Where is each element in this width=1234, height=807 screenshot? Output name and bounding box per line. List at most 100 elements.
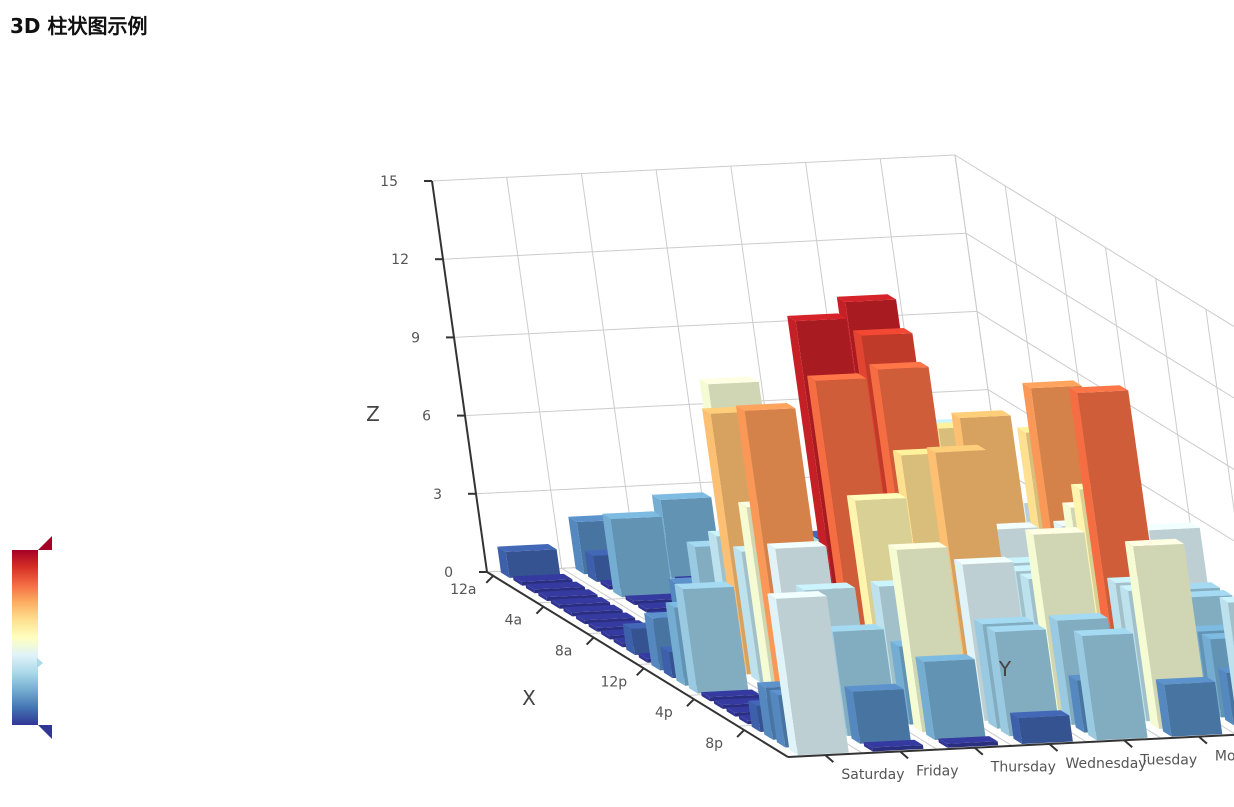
- bar-front-face: [1227, 602, 1234, 647]
- bar[interactable]: [1155, 676, 1223, 737]
- visual-map-indicator: [37, 658, 43, 668]
- bar-front-face: [852, 689, 911, 744]
- x-tick: [485, 575, 494, 584]
- y-tick: [1123, 739, 1133, 749]
- bar-side-face: [732, 546, 760, 683]
- bar-front-face: [610, 516, 673, 598]
- bar[interactable]: [863, 739, 924, 752]
- z-tick-label: 3: [433, 487, 442, 503]
- bar-side-face: [600, 630, 610, 640]
- bar[interactable]: [1219, 595, 1234, 733]
- x-tick: [686, 698, 695, 707]
- bar-front-face: [1164, 681, 1223, 737]
- z-tick-label: 15: [380, 174, 398, 190]
- bar-top-face: [1073, 628, 1133, 636]
- z-axis-line: [431, 180, 488, 573]
- grid-line: [1205, 309, 1234, 513]
- bar-top-face: [986, 624, 1046, 633]
- visual-map-svg: [12, 536, 52, 739]
- bar-side-face: [738, 502, 773, 690]
- bar-side-face: [1219, 597, 1234, 702]
- bar-top-face: [525, 581, 585, 590]
- bar-top-face: [1155, 676, 1215, 685]
- bar[interactable]: [915, 654, 986, 740]
- bar[interactable]: [1009, 710, 1073, 744]
- bar-top-face: [836, 294, 897, 302]
- bar-top-face: [844, 683, 904, 692]
- bar-top-face: [1025, 527, 1085, 535]
- bar-top-face: [538, 589, 598, 598]
- bar-top-face: [888, 542, 948, 550]
- bar-top-face: [846, 492, 907, 501]
- bar-side-face: [568, 516, 585, 575]
- bar-side-face: [674, 584, 698, 694]
- x-tick: [535, 605, 545, 615]
- bar-side-face: [915, 656, 935, 740]
- bar[interactable]: [1073, 628, 1148, 741]
- bar-top-face: [863, 739, 923, 748]
- bar-side-face: [638, 653, 648, 663]
- visual-map[interactable]: [12, 535, 54, 745]
- bar-front-face: [775, 596, 849, 756]
- bar-side-face: [757, 682, 773, 740]
- bar-side-face: [888, 544, 923, 733]
- bar-side-face: [588, 622, 598, 632]
- bar-side-face: [767, 593, 798, 756]
- z-tick-label: 12: [391, 252, 409, 268]
- bar-top-face: [807, 373, 867, 381]
- bar[interactable]: [986, 624, 1061, 737]
- grid-line: [431, 154, 956, 182]
- labels-layer: 0 3 6 9 12 15 12a 4a 8a 12p 4p 8p Saturday Friday Thur…: [366, 174, 1234, 783]
- bar[interactable]: [767, 591, 849, 756]
- bar[interactable]: [938, 736, 999, 748]
- bar-top-face: [625, 593, 685, 602]
- y-tick-label: Monday: [1215, 749, 1234, 765]
- grid-line: [580, 173, 637, 565]
- z-tick-label: 0: [444, 565, 453, 581]
- bar-top-face: [651, 492, 712, 500]
- bar-side-face: [660, 646, 673, 679]
- y-tick-label: Tuesday: [1139, 752, 1197, 768]
- visual-map-min-handle[interactable]: [38, 725, 52, 739]
- bar-side-face: [738, 715, 748, 725]
- bar-front-face: [994, 629, 1061, 737]
- bar[interactable]: [525, 581, 586, 594]
- axis-layer: [424, 180, 1234, 763]
- bar[interactable]: [497, 544, 561, 578]
- visual-map-max-handle[interactable]: [38, 536, 52, 550]
- bar-top-face: [787, 313, 847, 322]
- grid-line: [442, 232, 967, 260]
- bar-top-face: [973, 616, 1034, 625]
- bar-top-face: [953, 556, 1014, 565]
- grid-line: [506, 177, 563, 569]
- bar[interactable]: [674, 581, 749, 694]
- bar-side-face: [863, 742, 873, 752]
- bar-side-face: [613, 638, 623, 648]
- bar-top-face: [1219, 596, 1234, 603]
- bar-top-face: [795, 582, 855, 591]
- bars-layer: [497, 294, 1234, 756]
- x-tick-label: 12p: [600, 674, 627, 690]
- bar[interactable]: [844, 683, 911, 744]
- bar-side-face: [701, 692, 711, 702]
- bar-top-face: [513, 573, 573, 582]
- bar-top-face: [766, 541, 827, 549]
- y-tick-label: Saturday: [841, 767, 904, 783]
- bar-side-face: [986, 626, 1010, 737]
- bar-side-face: [563, 607, 573, 617]
- z-tick-label: 6: [422, 409, 431, 425]
- x-tick-label: 4p: [655, 705, 673, 721]
- bar-side-face: [602, 513, 622, 598]
- bar-top-face: [767, 591, 827, 599]
- x-tick-label: 8a: [555, 644, 573, 660]
- x-axis-name: X: [522, 686, 536, 710]
- bar-side-face: [748, 700, 761, 732]
- bar[interactable]: [602, 511, 673, 598]
- bar-side-face: [973, 619, 997, 729]
- bar-front-face: [946, 741, 999, 748]
- y-tick: [824, 754, 835, 763]
- bar-top-face: [550, 597, 610, 605]
- bar-side-face: [1217, 667, 1234, 726]
- visual-map-gradient: [12, 550, 38, 725]
- bar-top-face: [853, 328, 913, 336]
